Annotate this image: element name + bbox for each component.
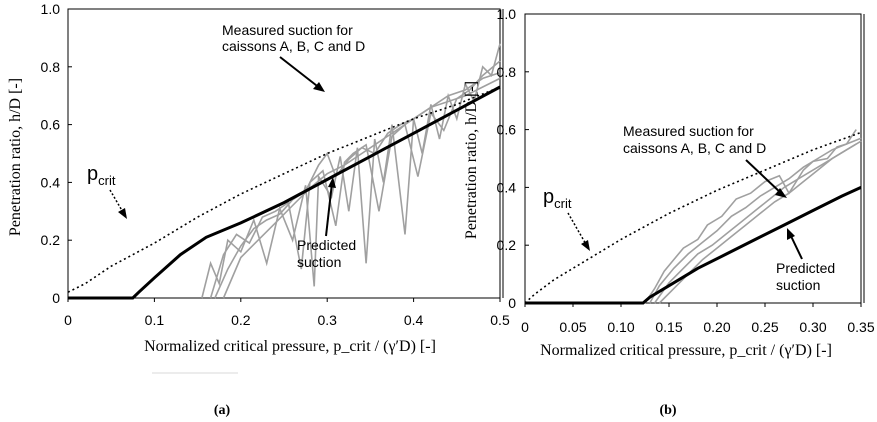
measured-annotation-line1: Measured suction for [222, 22, 353, 38]
x-tick-label: 0.2 [231, 312, 251, 328]
pcrit-line [67, 86, 501, 293]
measured-suction-line [649, 137, 862, 304]
predicted-annotation-line1: Predicted [297, 237, 356, 253]
tick-labels: 0 0.05 0.10 0.15 0.20 0.25 0.30 0.35 0 0.2 0.4 0.6 0… [497, 6, 875, 335]
y-axis-label: Penetration ratio, h/D [-] [463, 81, 480, 239]
y-tick-label: 0.6 [41, 117, 61, 133]
measured-suction-line [201, 43, 501, 299]
predicted-annotation-arrowhead [328, 177, 336, 188]
x-tick-label: 0.10 [607, 319, 634, 335]
x-tick-label: 0.5 [490, 312, 510, 328]
x-tick-label: 0.4 [404, 312, 424, 328]
plot-area [67, 8, 504, 300]
measured-suction-line [644, 129, 857, 304]
predicted-annotation-line1: Predicted [776, 260, 835, 276]
y-axis-label: Penetration ratio, h/D [-] [7, 78, 24, 236]
x-tick-label: 0.25 [751, 319, 778, 335]
predicted-suction-line [525, 186, 862, 305]
predicted-annotation-line2: suction [297, 254, 341, 270]
x-axis-label: Normalized critical pressure, p_crit / (… [540, 342, 832, 359]
panel-label: (b) [659, 403, 676, 418]
measured-annotation-line1: Measured suction for [623, 123, 754, 139]
measured-annotation-arrowhead [775, 188, 787, 198]
measured-annotation-line2: caissons A, B, C and D [222, 38, 365, 54]
y-tick-label: 0.2 [41, 232, 61, 248]
plot-frame [524, 13, 862, 304]
x-tick-label: 0.05 [559, 319, 586, 335]
pcrit-annotation-arrowhead [581, 240, 590, 251]
pcrit-annotation: pcrit [543, 186, 572, 211]
measured-suction-line [658, 140, 862, 304]
y-tick-label: 0.8 [497, 64, 517, 80]
x-tick-label: 0.1 [145, 312, 165, 328]
x-tick-label: 0.15 [655, 319, 682, 335]
y-tick-label: 0.8 [41, 59, 61, 75]
measured-annotation-line2: caissons A, B, C and D [623, 140, 766, 156]
predicted-annotation-arrow [789, 233, 803, 260]
chart-panel-a: 0 0.1 0.2 0.3 0.4 0.5 0 0.2 0.4 0.6 0.8 1.0 Penetra… [7, 1, 510, 418]
y-tick-label: 0 [52, 290, 60, 306]
x-tick-label: 0.3 [317, 312, 337, 328]
x-tick-label: 0 [521, 319, 529, 335]
measured-suction-line [209, 60, 501, 299]
plot-area [524, 13, 865, 305]
y-tick-label: 0.4 [497, 179, 517, 195]
pcrit-annotation-arrow [567, 212, 588, 247]
panel-label: (a) [214, 403, 231, 418]
pcrit-annotation: pcrit [87, 163, 116, 188]
pcrit-annotation-arrow [109, 189, 125, 215]
predicted-annotation-arrow [325, 182, 333, 237]
y-tick-label: 1.0 [497, 6, 517, 22]
pcrit-line [524, 131, 862, 304]
measured-annotation-arrow [279, 56, 322, 90]
y-tick-label: 1.0 [41, 1, 61, 17]
measured-suction-line [214, 77, 501, 299]
y-tick-label: 0 [508, 295, 516, 311]
x-tick-label: 0.35 [847, 319, 874, 335]
pcrit-annotation-arrowhead [118, 208, 127, 219]
tick-labels: 0 0.1 0.2 0.3 0.4 0.5 0 0.2 0.4 0.6 0.8 1.0 [41, 1, 510, 328]
y-tick-label: 0.6 [497, 122, 517, 138]
predicted-annotation-line2: suction [776, 277, 820, 293]
measured-annotation-arrow [745, 159, 783, 195]
x-axis-label: Normalized critical pressure, p_crit / (… [144, 338, 436, 355]
x-tick-label: 0.30 [799, 319, 826, 335]
y-tick-label: 0.4 [41, 174, 61, 190]
x-tick-label: 0 [64, 312, 72, 328]
plot-frame [67, 8, 501, 299]
measured-suction-line [653, 143, 857, 304]
measured-suction-line [222, 71, 501, 299]
y-tick-label: 0.2 [497, 237, 517, 253]
predicted-suction-line [68, 85, 501, 300]
predicted-annotation-arrowhead [787, 228, 795, 240]
chart-panel-b: 0 0.05 0.10 0.15 0.20 0.25 0.30 0.35 0 0.2 0.4 0.6 0… [463, 6, 875, 418]
measured-annotation-arrowhead [313, 82, 325, 92]
x-tick-label: 0.20 [703, 319, 730, 335]
